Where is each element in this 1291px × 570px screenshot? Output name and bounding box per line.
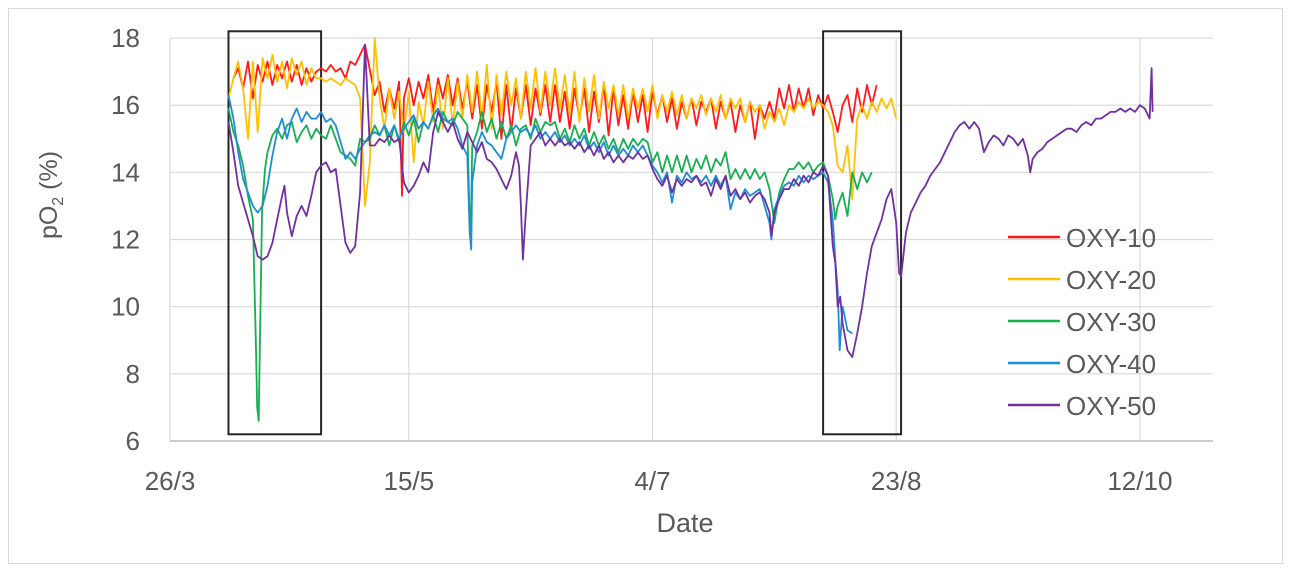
legend-item-oxy-50: OXY-50 xyxy=(1008,391,1156,421)
series-line-oxy-10 xyxy=(232,43,878,197)
chart-frame xyxy=(8,8,1283,564)
highlight-box xyxy=(227,30,323,436)
x-tick-label: 12/10 xyxy=(1107,466,1172,496)
highlight-box xyxy=(822,30,903,436)
x-tick-label: 26/3 xyxy=(145,466,196,496)
y-tick-label: 12 xyxy=(111,225,140,255)
x-tick-label: 15/5 xyxy=(384,466,435,496)
x-axis-title: Date xyxy=(656,508,713,538)
legend-label: OXY-30 xyxy=(1066,307,1156,337)
legend: OXY-10 OXY-20 OXY-30 OXY-40 OXY-50 xyxy=(1008,223,1156,421)
legend-label: OXY-20 xyxy=(1066,265,1156,295)
legend-label: OXY-40 xyxy=(1066,349,1156,379)
x-tick-label: 23/8 xyxy=(871,466,922,496)
series-line-oxy-40 xyxy=(227,94,853,352)
legend-item-oxy-20: OXY-20 xyxy=(1008,265,1156,295)
y-tick-label: 16 xyxy=(111,90,140,120)
y-tick-label: 18 xyxy=(111,23,140,53)
series-line-oxy-50 xyxy=(227,43,1154,358)
y-axis-title: pO2 (%) xyxy=(35,151,67,239)
y-tick-label: 6 xyxy=(126,426,140,456)
series-line-oxy-20 xyxy=(227,37,898,207)
legend-item-oxy-10: OXY-10 xyxy=(1008,223,1156,253)
y-axis-title-unit: (%) xyxy=(35,151,63,197)
y-axis-title-subscript: 2 xyxy=(50,197,67,206)
highlight-boxes xyxy=(227,30,903,436)
y-tick-label: 8 xyxy=(126,359,140,389)
y-tick-label: 10 xyxy=(111,292,140,322)
y-axis-title-main: pO xyxy=(35,206,63,239)
series-line-oxy-30 xyxy=(227,108,873,422)
y-tick-label: 14 xyxy=(111,157,140,187)
x-tick-labels: 26/3 15/5 4/7 23/8 12/10 xyxy=(145,466,1173,496)
legend-label: OXY-50 xyxy=(1066,391,1156,421)
legend-item-oxy-30: OXY-30 xyxy=(1008,307,1156,337)
x-tick-label: 4/7 xyxy=(634,466,670,496)
legend-item-oxy-40: OXY-40 xyxy=(1008,349,1156,379)
series-lines xyxy=(227,37,1154,422)
y-tick-labels: 6 8 10 12 14 16 18 xyxy=(111,23,140,456)
legend-label: OXY-10 xyxy=(1066,223,1156,253)
